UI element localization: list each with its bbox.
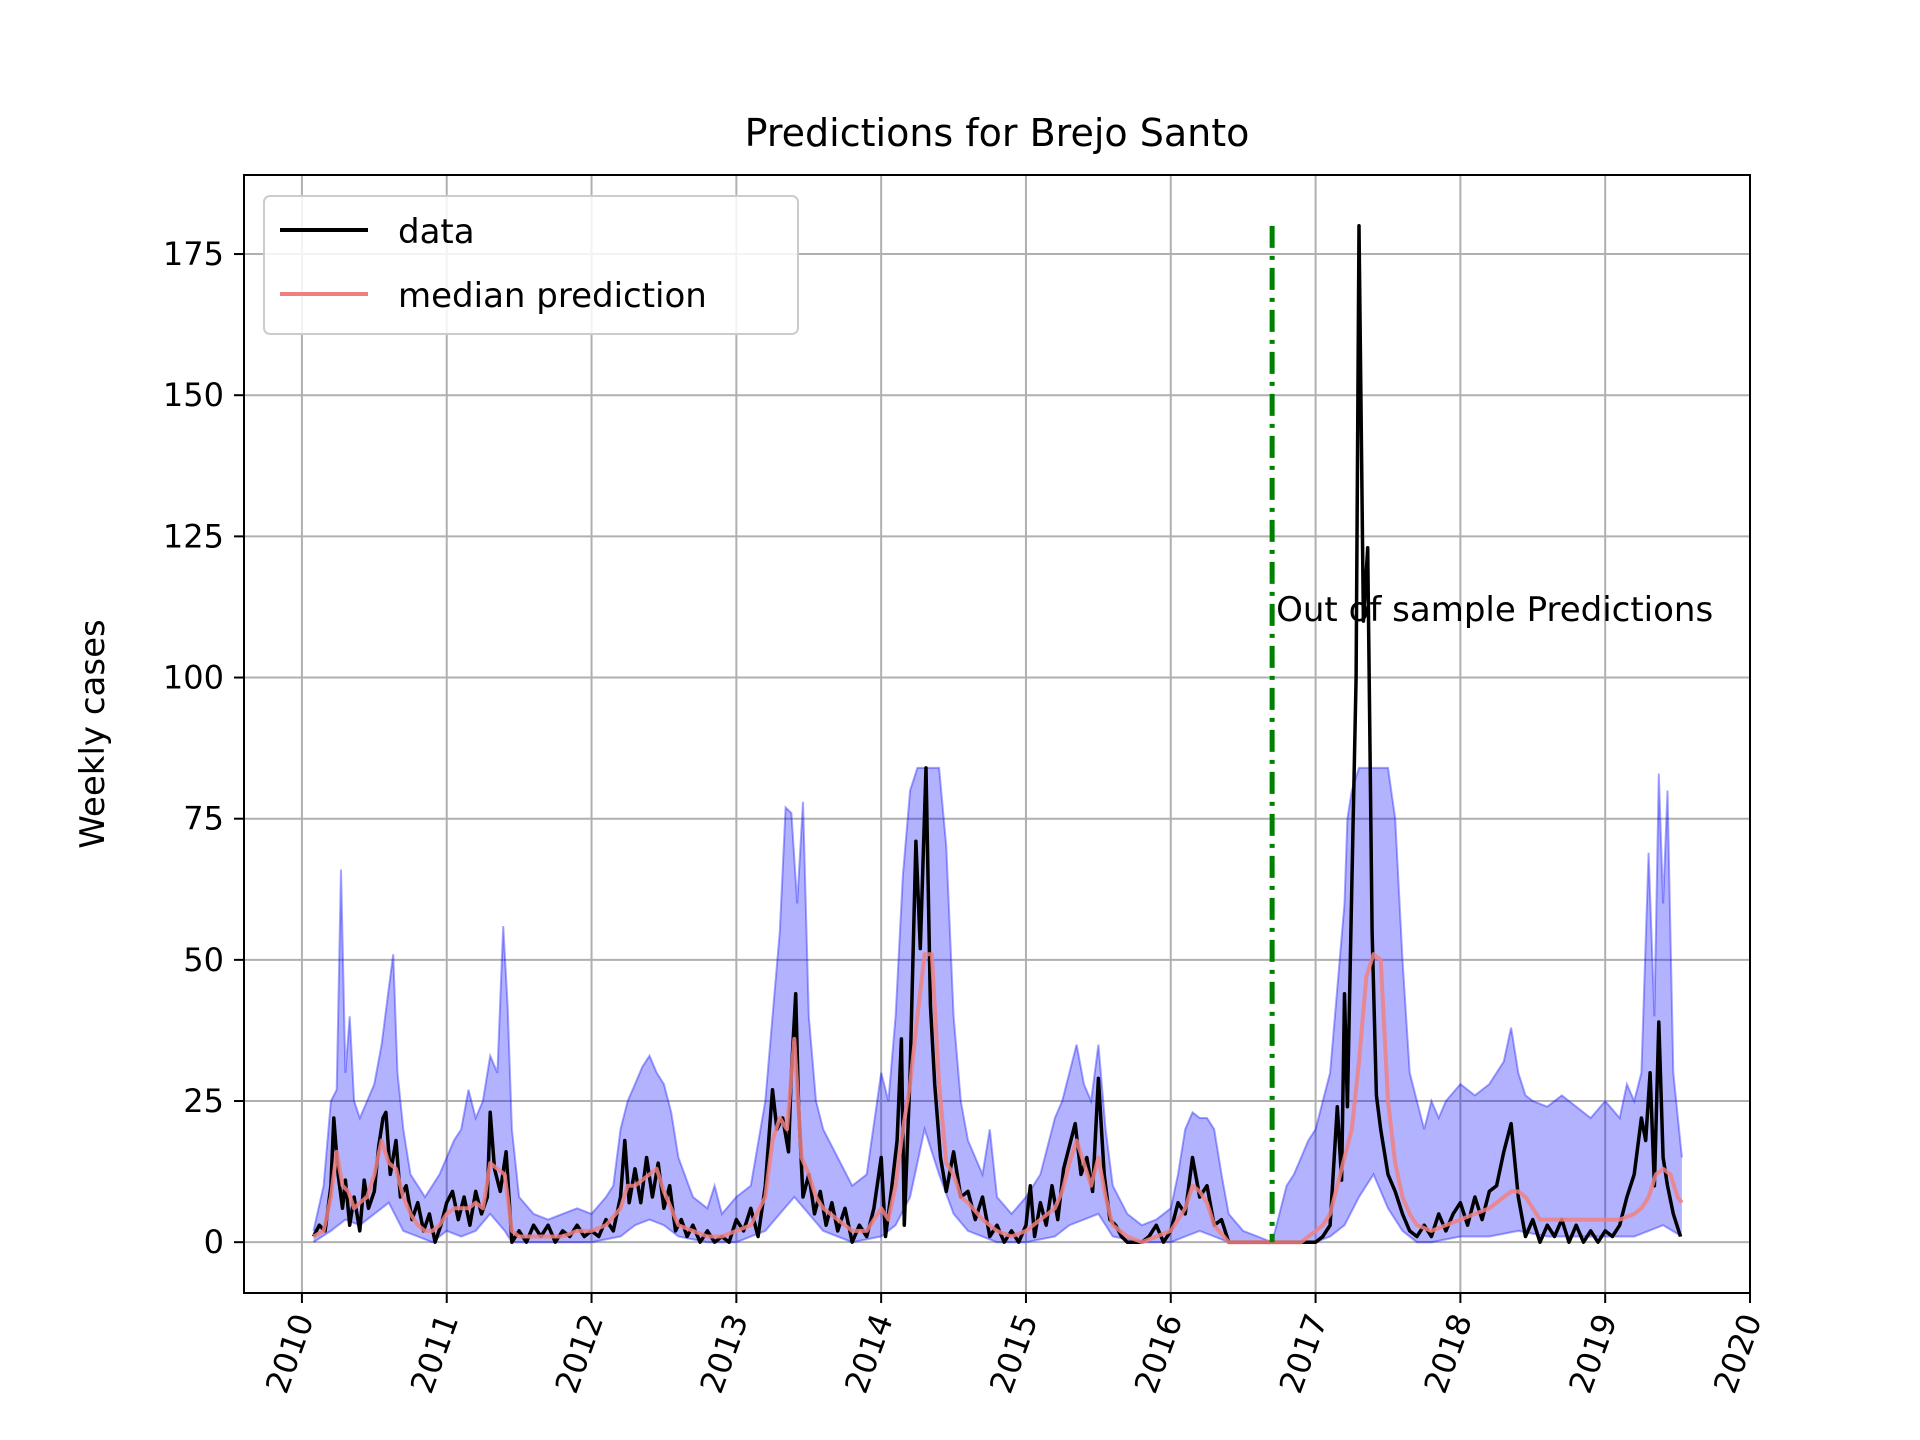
y-tick-label: 75	[183, 800, 224, 838]
legend-label-data: data	[398, 212, 475, 252]
series-line-median-prediction	[312, 952, 1684, 1245]
legend-box	[263, 195, 799, 335]
legend-label-median: median prediction	[398, 276, 707, 316]
y-tick-label: 125	[163, 517, 224, 555]
y-tick-label: 50	[183, 941, 224, 979]
out-of-sample-annotation: Out of sample Predictions	[1276, 590, 1713, 630]
band-lower-edge	[312, 1125, 1683, 1244]
series-line-data	[311, 224, 1683, 1244]
series-lines	[311, 224, 1684, 1245]
y-tick-label: 0	[204, 1223, 224, 1261]
legend: data median prediction	[263, 195, 799, 335]
plot-frame	[243, 174, 1751, 1294]
y-tick-label: 25	[183, 1082, 224, 1120]
y-tick-label: 100	[163, 659, 224, 697]
band-upper-edge	[312, 766, 1683, 1244]
y-axis-ticks: 0 25 50 75 100 125 150 175	[163, 235, 244, 1261]
chart-title: Predictions for Brejo Santo	[745, 111, 1250, 155]
y-tick-label: 175	[163, 235, 224, 273]
y-axis-label: Weekly cases	[73, 619, 113, 848]
y-tick-label: 150	[163, 376, 224, 414]
